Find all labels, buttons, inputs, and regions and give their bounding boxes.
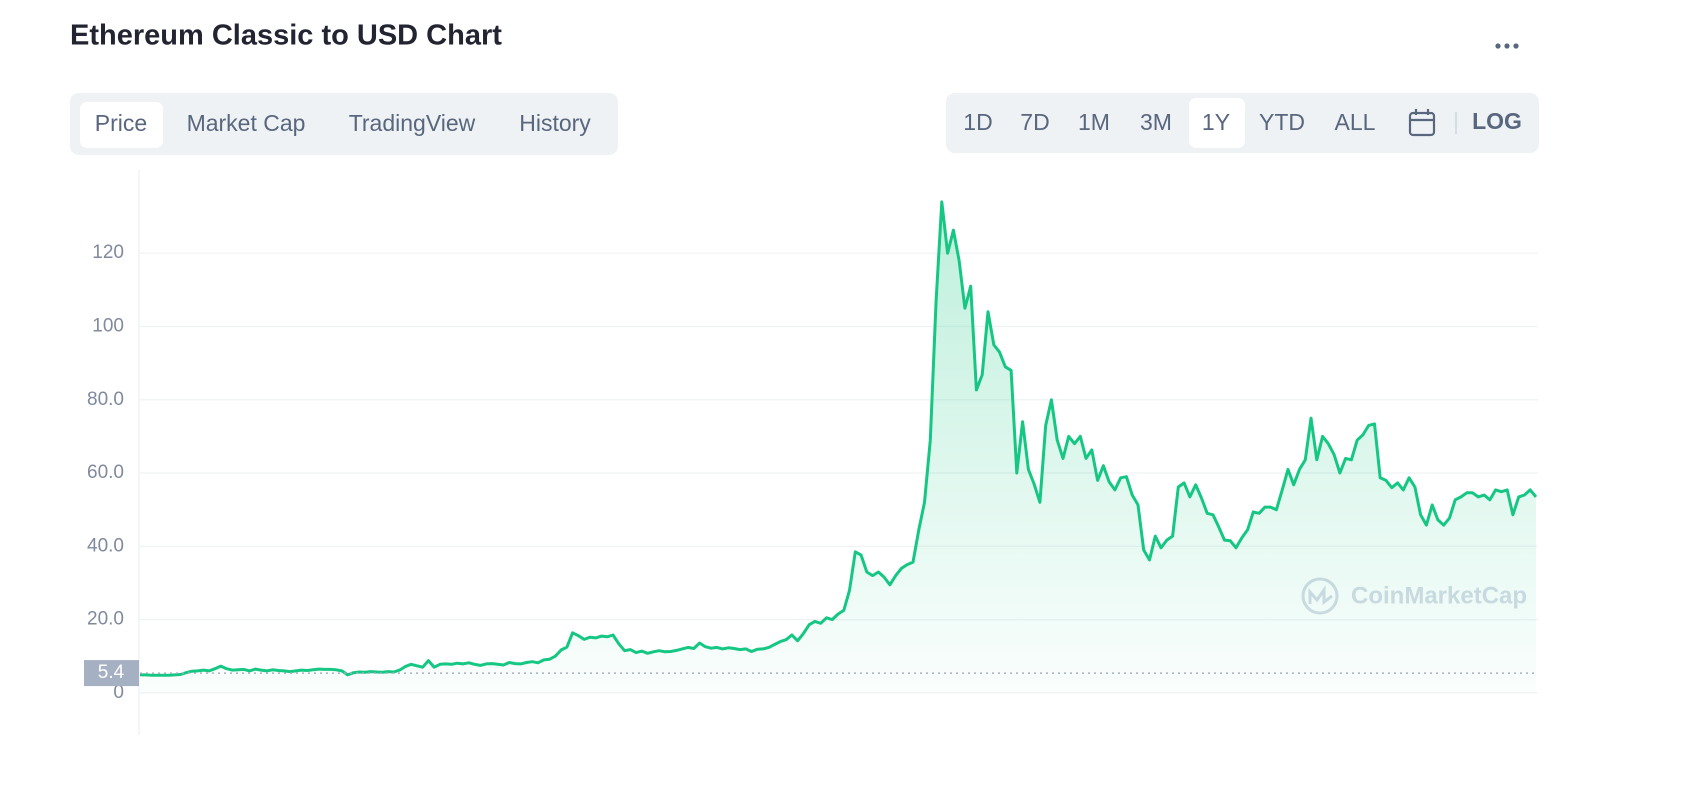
range-button[interactable]: 3M bbox=[1140, 109, 1172, 135]
range-button[interactable]: 7D bbox=[1020, 109, 1049, 135]
calendar-icon bbox=[1408, 111, 1436, 137]
range-button[interactable]: YTD bbox=[1259, 109, 1305, 135]
y-tick-label: 120 bbox=[92, 242, 124, 263]
tab[interactable]: Price bbox=[95, 110, 147, 136]
y-tick-label: 0 bbox=[113, 682, 124, 703]
chart-title: Ethereum Classic to USD Chart bbox=[70, 20, 502, 52]
calendar-button[interactable] bbox=[1408, 109, 1436, 137]
price-line bbox=[140, 200, 1538, 677]
range-button[interactable]: 1M bbox=[1078, 109, 1110, 135]
y-tick-label: 100 bbox=[92, 315, 124, 336]
current-price-label: 5.4 bbox=[98, 662, 125, 683]
range-button[interactable]: ALL bbox=[1335, 109, 1376, 135]
tab[interactable]: Market Cap bbox=[187, 110, 306, 136]
plot: 020.040.060.080.0100120CoinMarketCap5.4 bbox=[84, 200, 1538, 703]
tab[interactable]: History bbox=[519, 110, 591, 136]
tab-group bbox=[70, 93, 618, 155]
y-tick-label: 20.0 bbox=[87, 609, 124, 630]
range-button[interactable]: 1Y bbox=[1202, 109, 1230, 135]
tab[interactable]: TradingView bbox=[349, 110, 476, 136]
area bbox=[140, 201, 1536, 693]
active-range-bg bbox=[1189, 98, 1245, 148]
log-button[interactable]: LOG bbox=[1472, 108, 1522, 134]
dot bbox=[1513, 43, 1519, 49]
current-price-box bbox=[84, 660, 139, 687]
dot bbox=[1495, 43, 1501, 49]
dot bbox=[1504, 43, 1510, 49]
y-tick-label: 60.0 bbox=[87, 462, 124, 483]
more-menu[interactable] bbox=[1495, 43, 1519, 49]
active-tab-bg bbox=[80, 102, 163, 148]
y-tick-label: 40.0 bbox=[87, 535, 124, 556]
range-button[interactable]: 1D bbox=[963, 109, 992, 135]
y-tick-label: 80.0 bbox=[87, 389, 124, 410]
